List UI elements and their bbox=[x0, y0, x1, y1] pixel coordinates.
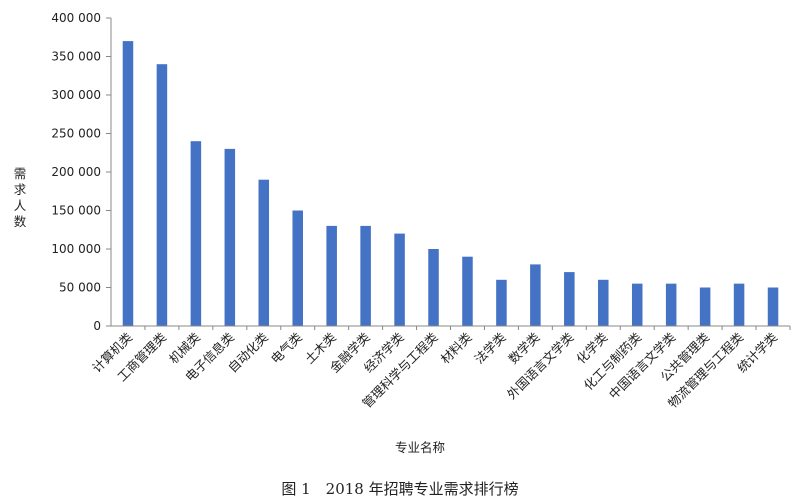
y-tick-label: 0 bbox=[93, 319, 101, 333]
bar bbox=[156, 64, 168, 326]
figure-caption: 图 1 2018 年招聘专业需求排行榜 bbox=[281, 480, 518, 498]
y-tick-label: 100 000 bbox=[51, 242, 101, 256]
bar bbox=[598, 279, 609, 326]
bar bbox=[360, 225, 371, 326]
bar bbox=[462, 256, 473, 326]
bar bbox=[258, 179, 270, 326]
x-axis bbox=[111, 325, 791, 330]
y-tick-label: 350 000 bbox=[51, 50, 101, 64]
bar bbox=[428, 249, 439, 326]
bar bbox=[665, 283, 677, 326]
bar bbox=[326, 225, 337, 326]
category-labels: 计算机类工商管理类机械类电子信息类自动化类电气类土木类金融学类经济学类管理科学与… bbox=[89, 329, 780, 411]
category-label: 法学类 bbox=[471, 329, 508, 366]
bar bbox=[292, 210, 303, 326]
y-tick-label: 50 000 bbox=[59, 281, 101, 295]
bar bbox=[767, 287, 779, 326]
bar bbox=[699, 287, 711, 326]
bar bbox=[733, 283, 745, 326]
bar bbox=[496, 279, 507, 326]
bar bbox=[530, 264, 541, 326]
x-axis-title: 专业名称 bbox=[395, 440, 445, 455]
y-axis: 0 50 000 100 000 150 000 200 000 250 000 300 0… bbox=[51, 11, 112, 333]
category-label: 电气类 bbox=[268, 329, 305, 366]
y-tick-label: 250 000 bbox=[51, 127, 101, 141]
bar bbox=[224, 148, 236, 326]
y-tick-label: 300 000 bbox=[51, 88, 101, 102]
bar bbox=[190, 141, 202, 326]
bar bbox=[631, 283, 643, 326]
bar bbox=[564, 272, 575, 326]
y-axis-title: 需求人数 bbox=[14, 166, 27, 229]
y-tick-label: 400 000 bbox=[51, 11, 101, 25]
category-label: 材料类 bbox=[437, 329, 474, 366]
bar bbox=[394, 233, 405, 326]
bars bbox=[122, 41, 779, 326]
bar bbox=[122, 41, 134, 326]
y-tick-label: 200 000 bbox=[51, 165, 101, 179]
y-tick-label: 150 000 bbox=[51, 204, 101, 218]
